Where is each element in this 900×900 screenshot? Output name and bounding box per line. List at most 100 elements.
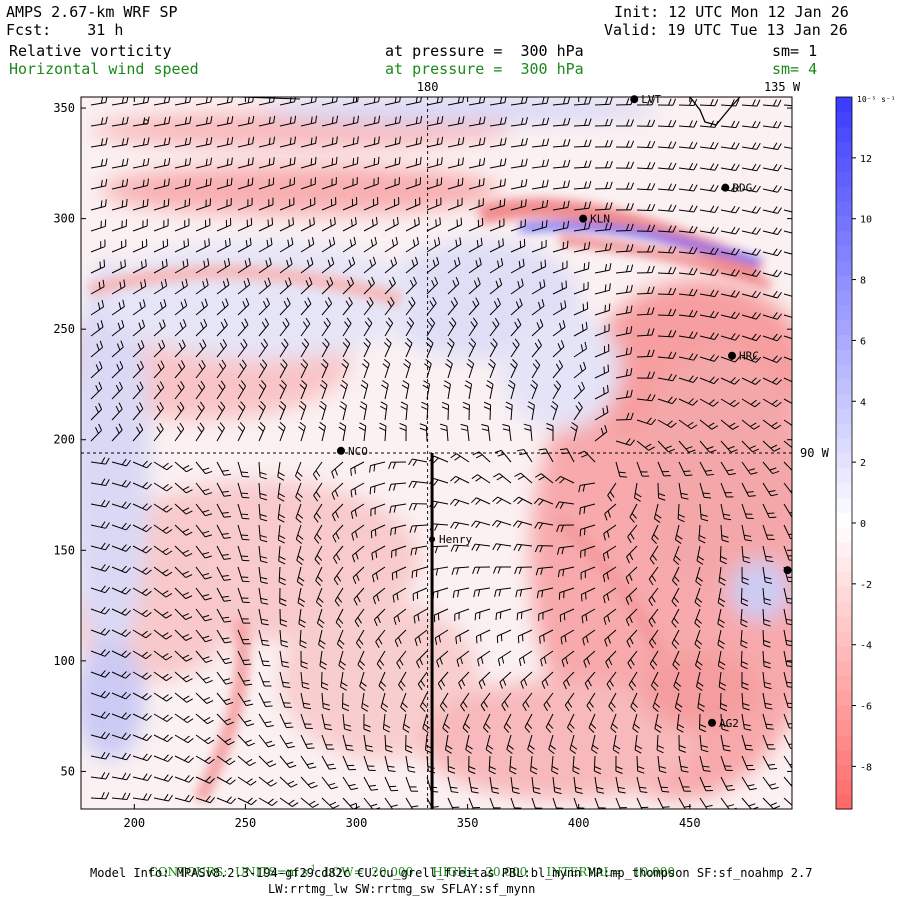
wind-barb — [552, 797, 564, 809]
wind-barb — [510, 199, 527, 211]
wind-barb — [174, 608, 193, 621]
wind-barb — [300, 237, 315, 253]
wind-barb — [321, 156, 338, 169]
wind-barb — [174, 566, 193, 578]
wind-barb — [717, 650, 726, 670]
wind-barb — [237, 545, 250, 562]
wind-barb — [258, 692, 273, 707]
wind-barb — [615, 346, 633, 358]
wind-barb — [699, 734, 709, 753]
wind-barb — [522, 692, 533, 712]
wind-barb — [258, 650, 271, 667]
wind-barb — [153, 402, 164, 421]
wind-barb — [408, 503, 428, 511]
wind-barb — [279, 713, 294, 729]
wind-barb — [258, 157, 275, 169]
wind-barb — [111, 792, 131, 800]
wind-barb — [450, 544, 470, 552]
field2-level: at pressure = 300 hPa — [385, 60, 584, 78]
wind-barb — [489, 797, 501, 809]
wind-barb — [678, 267, 698, 276]
wind-barb — [342, 217, 357, 232]
colorbar-step — [836, 126, 852, 143]
wind-barb — [555, 501, 575, 509]
wind-barb — [527, 734, 535, 755]
wind-barb — [510, 219, 526, 232]
station-label: Henry — [439, 533, 472, 546]
wind-barb — [279, 734, 295, 749]
wind-barb — [195, 524, 212, 538]
wind-barb — [594, 424, 608, 442]
wind-barb — [586, 692, 596, 712]
wind-barb — [132, 481, 152, 490]
wind-barb — [153, 278, 168, 295]
field1-smoothing: sm= 1 — [772, 42, 818, 60]
wind-barb — [783, 398, 792, 404]
wind-barb — [636, 182, 656, 191]
wind-barb — [216, 776, 236, 785]
wind-barb — [90, 340, 104, 358]
x-tick-label: 300 — [346, 816, 368, 830]
wind-barb — [195, 503, 213, 517]
wind-barb — [376, 650, 386, 670]
wind-barb — [699, 184, 719, 192]
wind-barb — [720, 290, 740, 298]
wind-barb — [298, 608, 306, 628]
wind-barb — [412, 587, 428, 601]
wind-barb — [258, 482, 268, 501]
wind-barb — [499, 671, 512, 689]
wind-barb — [363, 734, 374, 752]
wind-barb — [405, 136, 422, 148]
wind-barb — [321, 671, 329, 691]
wind-barb — [237, 566, 250, 583]
wind-barb — [741, 142, 761, 150]
wind-barb — [132, 279, 147, 295]
wind-barb — [174, 298, 188, 316]
wind-barb — [195, 359, 206, 379]
wind-barb — [699, 755, 711, 772]
wind-barb — [132, 608, 152, 618]
wind-barb — [342, 776, 359, 791]
wind-barb — [636, 755, 645, 774]
wind-barb — [694, 608, 702, 629]
wind-barb — [783, 755, 792, 769]
wind-barb — [90, 320, 104, 337]
wind-barb — [450, 453, 470, 463]
wind-barb — [594, 263, 612, 274]
wind-barb — [610, 713, 618, 734]
wind-barb — [546, 423, 554, 442]
wind-barb — [573, 118, 592, 127]
wind-barb — [699, 354, 720, 362]
wind-barb — [678, 288, 698, 297]
wind-barb — [90, 116, 108, 127]
wind-barb — [636, 461, 650, 477]
wind-barb — [626, 629, 638, 648]
wind-barb — [452, 587, 470, 599]
wind-barb — [132, 503, 152, 511]
wind-barb — [237, 197, 253, 211]
wind-barb — [216, 692, 234, 706]
wind-barb — [489, 218, 505, 232]
wind-barb — [573, 180, 592, 190]
y-tick-label: 300 — [53, 212, 75, 226]
wind-barb — [195, 566, 212, 580]
wind-barb — [132, 753, 153, 762]
colorbar-step — [836, 660, 852, 677]
wind-barb — [277, 482, 285, 502]
colorbar-tick-label: 2 — [860, 458, 866, 469]
wind-barb — [594, 181, 613, 190]
wind-barb — [258, 713, 274, 728]
wind-barb — [762, 650, 771, 669]
colorbar-step — [836, 571, 852, 588]
wind-barb — [153, 608, 173, 619]
colorbar-tick-label: -2 — [860, 580, 872, 591]
wind-barb — [488, 755, 496, 775]
wind-barb — [531, 97, 549, 106]
wind-barb — [313, 482, 323, 502]
wind-barb — [678, 141, 698, 150]
wind-barb — [132, 793, 152, 801]
wind-barb — [718, 671, 727, 691]
wind-barb — [699, 398, 719, 407]
colorbar-tick-label: 10 — [860, 215, 872, 226]
x-tick-label: 450 — [679, 816, 701, 830]
